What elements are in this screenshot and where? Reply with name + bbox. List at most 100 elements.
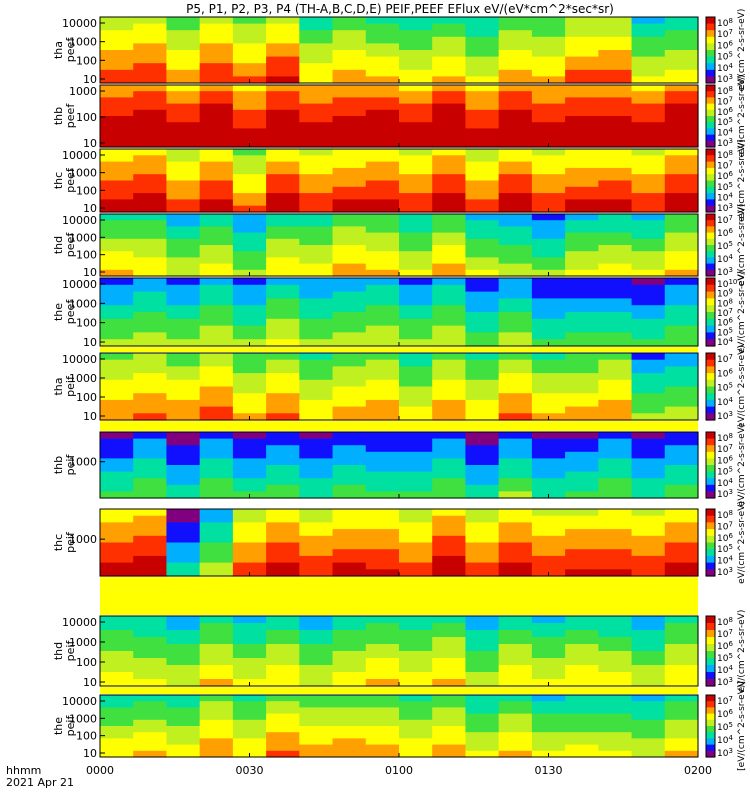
- heatmap-cell: [365, 56, 400, 64]
- heatmap-cell: [166, 386, 201, 394]
- heatmap-cell: [531, 226, 566, 234]
- heatmap-cell: [498, 245, 533, 252]
- heatmap-cell: [332, 220, 367, 227]
- heatmap-cell: [266, 707, 300, 715]
- heatmap-cell: [232, 399, 267, 408]
- heatmap-cell: [266, 298, 300, 306]
- heatmap-cell: [332, 465, 367, 473]
- time-axis-label-date: 2021 Apr 21: [6, 776, 74, 789]
- heatmap-cell: [133, 269, 168, 277]
- heatmap-cell: [432, 85, 467, 92]
- heatmap-cell: [299, 186, 334, 194]
- heatmap-cell: [598, 672, 633, 680]
- heatmap-cell: [432, 76, 467, 84]
- heatmap-cell: [631, 366, 666, 374]
- heatmap-cell: [498, 399, 533, 408]
- heatmap-cell: [664, 149, 699, 156]
- heatmap-cell: [299, 542, 334, 550]
- heatmap-cell: [166, 658, 201, 666]
- heatmap-cell: [199, 50, 234, 58]
- heatmap-cell: [100, 484, 134, 492]
- heatmap-cell: [432, 738, 467, 746]
- colorbar-segment: [706, 549, 715, 554]
- heatmap-cell: [598, 167, 633, 175]
- heatmap-cell: [166, 149, 201, 156]
- heatmap-cell: [166, 529, 201, 537]
- heatmap-cell: [332, 226, 367, 234]
- heatmap-cell: [664, 651, 699, 659]
- panel-divider-strip: [100, 421, 698, 431]
- heatmap-cell: [365, 103, 400, 111]
- heatmap-cell: [598, 359, 633, 367]
- colorbar-segment: [706, 20, 715, 25]
- heatmap-cell: [299, 672, 334, 680]
- colorbar-segment: [706, 455, 715, 459]
- colorbar-tick-label: 103: [717, 73, 733, 85]
- heatmap-cell: [332, 167, 367, 175]
- heatmap-cell: [199, 542, 234, 550]
- heatmap-cell: [664, 134, 699, 142]
- heatmap-cell: [531, 509, 566, 517]
- heatmap-cell: [166, 116, 201, 123]
- heatmap-cell: [266, 149, 300, 156]
- heatmap-cell: [199, 713, 234, 721]
- heatmap-cell: [100, 298, 134, 306]
- heatmap-cell: [498, 535, 533, 544]
- heatmap-cell: [631, 17, 666, 25]
- heatmap-cell: [100, 738, 134, 746]
- heatmap-cell: [565, 399, 599, 408]
- heatmap-cell: [631, 269, 666, 277]
- heatmap-cell: [299, 63, 334, 71]
- heatmap-cell: [166, 298, 201, 306]
- heatmap-cell: [100, 491, 134, 499]
- heatmap-cell: [565, 63, 599, 71]
- heatmap-cell: [399, 186, 433, 194]
- heatmap-cell: [631, 318, 666, 327]
- heatmap-cell: [465, 695, 500, 702]
- heatmap-cell: [299, 149, 334, 156]
- heatmap-cell: [199, 205, 234, 213]
- heatmap-cell: [166, 522, 201, 530]
- colorbar-tick-label: 107: [717, 443, 733, 455]
- heatmap-cell: [432, 679, 467, 687]
- heatmap-cell: [465, 373, 500, 381]
- heatmap-cell: [598, 180, 633, 188]
- heatmap-cell: [332, 180, 367, 188]
- heatmap-cell: [432, 509, 467, 517]
- heatmap-cell: [432, 393, 467, 401]
- heatmap-cell: [266, 522, 300, 530]
- heatmap-cell: [498, 36, 533, 44]
- heatmap-cell: [133, 509, 168, 517]
- heatmap-cell: [166, 393, 201, 401]
- heatmap-cell: [465, 750, 500, 758]
- heatmap-cell: [100, 713, 134, 721]
- heatmap-cell: [432, 36, 467, 44]
- heatmap-cell: [664, 569, 699, 577]
- x-tick-label: 0030: [236, 764, 264, 777]
- colorbar-frame: [705, 277, 716, 347]
- heatmap-cell: [133, 339, 168, 347]
- heatmap-cell: [465, 245, 500, 252]
- heatmap-cell: [166, 245, 201, 252]
- heatmap-cell: [332, 214, 367, 221]
- colorbar-segment: [706, 651, 715, 656]
- heatmap-cell: [299, 719, 334, 727]
- heatmap-cell: [631, 232, 666, 240]
- heatmap-cell: [100, 43, 134, 51]
- heatmap-cell: [465, 651, 500, 659]
- colorbar-segment: [706, 353, 715, 357]
- heatmap-cell: [299, 284, 334, 293]
- heatmap-cell: [232, 109, 267, 117]
- heatmap-cell: [232, 651, 267, 659]
- heatmap-cell: [465, 465, 500, 473]
- heatmap-cell: [266, 278, 300, 286]
- heatmap-cell: [299, 651, 334, 659]
- heatmap-cell: [100, 109, 134, 117]
- heatmap-cell: [531, 17, 566, 25]
- heatmap-cell: [598, 149, 633, 156]
- heatmap-cell: [565, 549, 599, 557]
- heatmap-cell: [365, 529, 400, 537]
- heatmap-cell: [399, 651, 433, 659]
- heatmap-cell: [332, 312, 367, 320]
- heatmap-cell: [199, 318, 234, 327]
